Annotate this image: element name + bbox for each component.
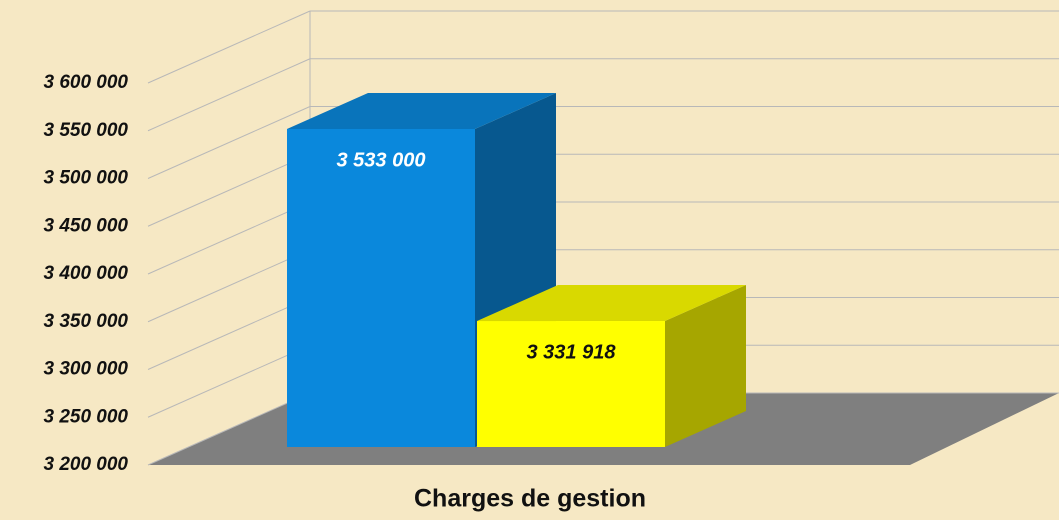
y-tick-label: 3 300 000 bbox=[43, 359, 128, 380]
bar-side bbox=[665, 285, 746, 447]
y-tick-label: 3 550 000 bbox=[43, 120, 128, 141]
y-tick-label: 3 350 000 bbox=[43, 311, 128, 332]
y-tick-label: 3 250 000 bbox=[43, 406, 128, 427]
grid-line bbox=[147, 297, 311, 370]
grid-line bbox=[147, 201, 311, 275]
value-label: 3 533 000 bbox=[337, 149, 426, 171]
grid-line bbox=[147, 106, 311, 179]
y-tick-label: 3 450 000 bbox=[43, 215, 128, 236]
bar bbox=[287, 128, 475, 448]
grid-line bbox=[147, 249, 311, 323]
x-tick-label: Charges de gestion bbox=[414, 485, 646, 513]
bar-top bbox=[477, 285, 746, 322]
y-tick-label: 3 500 000 bbox=[43, 168, 128, 189]
grid-line bbox=[147, 392, 311, 466]
y-tick-label: 3 200 000 bbox=[43, 454, 128, 475]
grid-line bbox=[147, 10, 311, 84]
bar-top bbox=[287, 92, 556, 129]
grid-line bbox=[147, 58, 311, 132]
y-tick-label: 3 600 000 bbox=[43, 72, 128, 93]
grid-line bbox=[147, 344, 311, 418]
y-tick-label: 3 400 000 bbox=[43, 263, 128, 284]
value-label: 3 331 918 bbox=[527, 341, 617, 363]
grid-line bbox=[147, 153, 311, 227]
bar bbox=[477, 321, 665, 447]
